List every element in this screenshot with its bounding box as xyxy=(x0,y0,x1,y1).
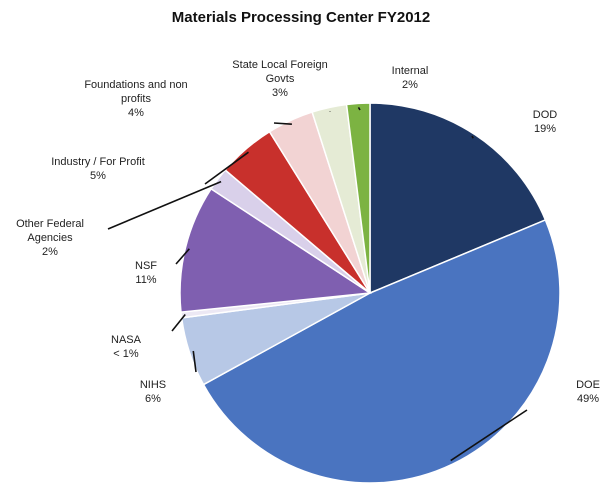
slice-labels: DOD 19% DOE 49% NIHS 6% NASA < 1% NSF 11% Other Fe… xyxy=(16,59,600,405)
leader-line xyxy=(171,314,186,332)
slice-label: Foundations and non profits 4% xyxy=(84,79,187,119)
pie-slices xyxy=(179,102,561,484)
pie-slice-internal xyxy=(345,102,371,294)
slice-name-label: DOE xyxy=(576,379,600,391)
slice-name-label: Other Federal xyxy=(16,218,84,230)
leader-line xyxy=(192,350,197,373)
leader-line xyxy=(471,135,474,139)
slice-label: State Local Foreign Govts 3% xyxy=(232,59,327,99)
slice-percent-label: 3% xyxy=(272,87,288,99)
slice-name-label: DOD xyxy=(533,109,558,121)
slice-name-label: NASA xyxy=(111,334,142,346)
slice-label: Other Federal Agencies 2% xyxy=(16,218,84,258)
slice-percent-label: 2% xyxy=(42,246,58,258)
slice-percent-label: 5% xyxy=(90,170,106,182)
leader-line xyxy=(273,122,292,125)
slice-name-label: Agencies xyxy=(27,232,73,244)
slice-percent-label: 2% xyxy=(402,79,418,91)
pie-slice-dod xyxy=(369,102,547,295)
slice-label: NSF 11% xyxy=(135,260,157,286)
slice-label: DOE 49% xyxy=(576,379,600,405)
slice-label: Industry / For Profit 5% xyxy=(51,156,145,182)
slice-percent-label: 19% xyxy=(534,123,556,135)
leader-line xyxy=(357,106,361,111)
slice-name-label: NSF xyxy=(135,260,157,272)
slice-percent-label: 4% xyxy=(128,107,144,119)
slice-label: NASA < 1% xyxy=(111,334,142,360)
slice-percent-label: 11% xyxy=(135,274,156,286)
slice-percent-label: 6% xyxy=(145,393,161,405)
slice-percent-label: 49% xyxy=(577,393,599,405)
leader-line xyxy=(175,248,190,265)
slice-percent-label: < 1% xyxy=(113,348,139,360)
pie-slice-nsf xyxy=(179,187,373,313)
slice-name-label: profits xyxy=(121,93,151,105)
pie-slice-doe xyxy=(202,218,561,484)
leader-line xyxy=(107,180,222,230)
leader-line xyxy=(450,409,528,462)
slice-name-label: Govts xyxy=(266,73,295,85)
leader-lines xyxy=(107,106,528,462)
chart-title: Materials Processing Center FY2012 xyxy=(172,9,430,26)
leader-line xyxy=(204,151,249,185)
slice-label: DOD 19% xyxy=(533,109,558,135)
slice-label: NIHS 6% xyxy=(140,379,166,405)
slice-name-label: Internal xyxy=(392,65,429,77)
slice-name-label: NIHS xyxy=(140,379,166,391)
slice-name-label: Industry / For Profit xyxy=(51,156,145,168)
slice-name-label: State Local Foreign xyxy=(232,59,327,71)
slice-label: Internal 2% xyxy=(392,65,429,91)
slice-name-label: Foundations and non xyxy=(84,79,187,91)
